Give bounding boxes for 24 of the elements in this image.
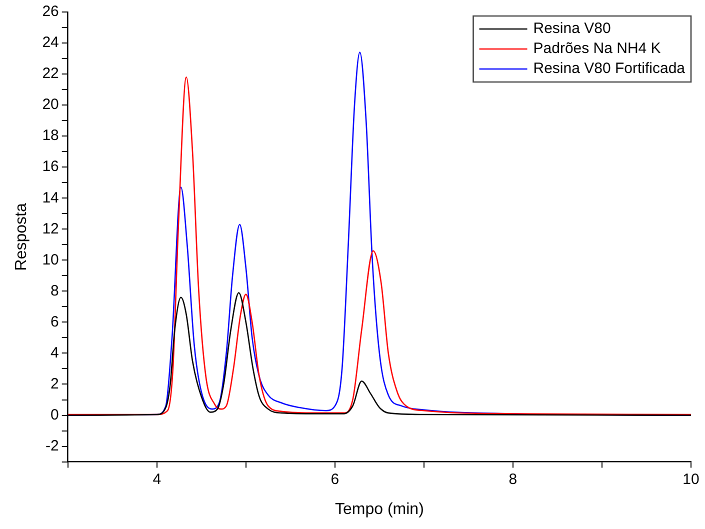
y-tick-label: 20 bbox=[42, 96, 59, 114]
y-tick-label: 0 bbox=[50, 406, 59, 424]
y-tick-label: 14 bbox=[42, 189, 59, 206]
x-tick-label: 8 bbox=[508, 470, 518, 488]
y-tick-label: 10 bbox=[42, 251, 59, 268]
x-axis-title: Tempo (min) bbox=[334, 500, 424, 518]
y-tick-label: 6 bbox=[50, 313, 59, 330]
x-tick-label: 6 bbox=[330, 470, 340, 488]
y-tick-label: -2 bbox=[46, 437, 59, 454]
y-axis-title: Resposta bbox=[13, 203, 30, 271]
y-tick-label: 18 bbox=[42, 127, 59, 144]
y-tick-label: 22 bbox=[42, 65, 59, 82]
y-tick-label: 4 bbox=[50, 344, 59, 362]
y-tick-label: 2 bbox=[50, 375, 59, 392]
y-tick-label: 24 bbox=[42, 34, 59, 52]
y-tick-label: 12 bbox=[42, 220, 59, 238]
legend-label: Padrões Na NH4 K bbox=[533, 40, 661, 58]
legend-label: Resina V80 bbox=[533, 20, 611, 38]
y-tick-label: 26 bbox=[42, 3, 59, 20]
legend-label: Resina V80 Fortificada bbox=[533, 60, 686, 78]
x-tick-label: 4 bbox=[152, 470, 162, 488]
x-tick-label: 10 bbox=[682, 470, 700, 488]
y-tick-label: 8 bbox=[50, 282, 59, 300]
y-tick-label: 16 bbox=[42, 158, 59, 176]
